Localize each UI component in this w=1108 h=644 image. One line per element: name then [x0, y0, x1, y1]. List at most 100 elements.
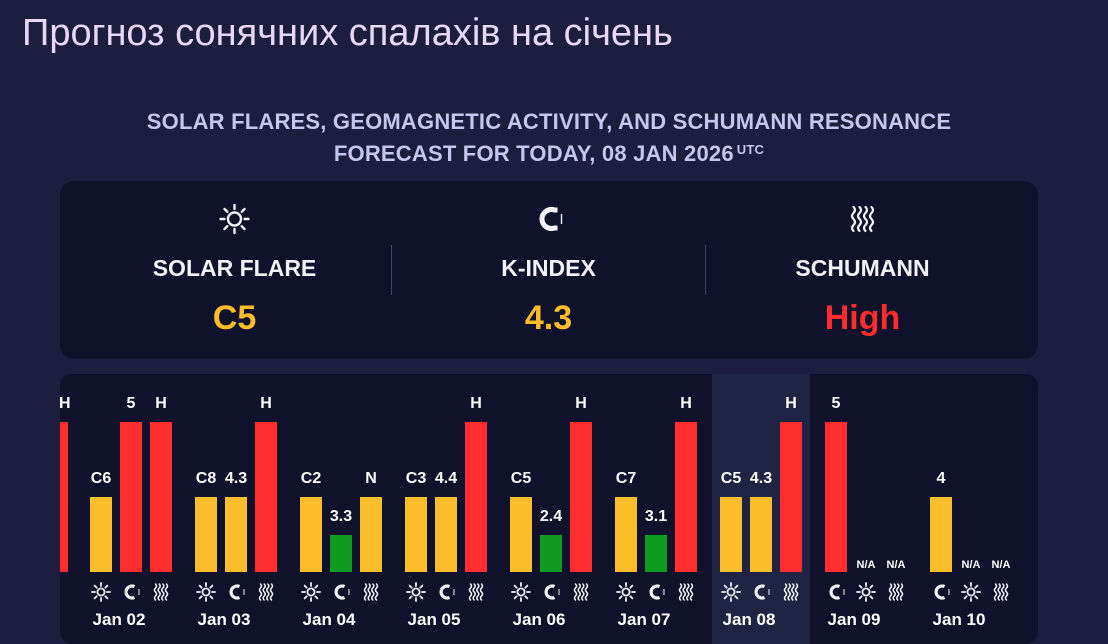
bar-flare — [300, 497, 322, 572]
bar-label-kindex: 2.4 — [540, 508, 562, 525]
summary-schumann: SCHUMANN High — [706, 181, 1019, 359]
summary-solar-flare: SOLAR FLARE C5 — [78, 181, 391, 359]
bar-label-flare: C5 — [721, 470, 742, 487]
summary-schumann-label: SCHUMANN — [795, 255, 930, 281]
summary-divider — [391, 245, 392, 295]
bar-label-schumann: H — [260, 395, 272, 412]
summary-kindex-label: K-INDEX — [501, 255, 596, 281]
date-label: Jan 02 — [93, 610, 146, 629]
bar-schumann — [360, 497, 382, 572]
bar-schumann — [675, 422, 697, 572]
waves-icon — [258, 583, 274, 601]
bar-label-flare: C3 — [406, 470, 427, 487]
waves-icon — [153, 583, 169, 601]
sun-icon — [219, 203, 250, 235]
forecast-subtitle: SOLAR FLARES, GEOMAGNETIC ACTIVITY, AND … — [0, 106, 1098, 170]
bar-label-prev: H — [60, 395, 71, 412]
waves-icon — [573, 583, 589, 601]
bar-label-flare: C6 — [91, 470, 112, 487]
magnet-icon — [754, 584, 770, 600]
magnet-icon — [649, 584, 665, 600]
bar-label-flare: 4 — [937, 470, 946, 487]
waves-icon — [363, 583, 379, 601]
waves-icon — [468, 583, 484, 601]
waves-icon — [678, 583, 694, 601]
sun-icon — [406, 582, 426, 602]
bar-label-flare: 5 — [832, 395, 841, 412]
bar-label-schumann: N — [365, 470, 377, 487]
subtitle-line-1: SOLAR FLARES, GEOMAGNETIC ACTIVITY, AND … — [146, 109, 952, 134]
bar-label-kindex: 4.3 — [750, 470, 772, 487]
date-label: Jan 09 — [828, 610, 881, 629]
bar-label-schumann: H — [785, 395, 797, 412]
date-label: Jan 07 — [618, 610, 671, 629]
page-title: Прогноз сонячних спалахів на січень — [22, 12, 673, 54]
magnet-icon — [124, 584, 140, 600]
magnet-icon — [934, 584, 950, 600]
magnet-icon — [334, 584, 350, 600]
bar-label-flare: C8 — [196, 470, 217, 487]
bar-kindex — [120, 422, 142, 572]
sun-icon — [196, 582, 216, 602]
bar-schumann — [780, 422, 802, 572]
bar-kindex — [330, 535, 352, 572]
bar-label-schumann: H — [680, 395, 692, 412]
date-label: Jan 04 — [303, 610, 356, 629]
magnet-icon — [539, 207, 563, 231]
magnet-icon — [229, 584, 245, 600]
bar-label-kindex: 4.4 — [435, 470, 457, 487]
bar-flare — [195, 497, 217, 572]
bar-kindex — [645, 535, 667, 572]
bar-flare — [90, 497, 112, 572]
bar-label-na: N/A — [992, 559, 1011, 571]
summary-flare-value: C5 — [212, 299, 257, 337]
timezone-label: UTC — [736, 142, 765, 157]
waves-icon — [888, 583, 904, 601]
summary-schumann-value: High — [824, 299, 901, 337]
magnet-icon — [829, 584, 845, 600]
forecast-chart-panel: H C6 5 H Jan 02 C8 4.3 H Jan 03 C2 3.3 N Jan 04 C3 4.4… — [60, 374, 1038, 644]
bar-schumann-prev — [60, 422, 68, 572]
bar-kindex — [540, 535, 562, 572]
bar-label-kindex: 3.1 — [645, 508, 667, 525]
bar-label-na: N/A — [962, 559, 981, 571]
bar-label-kindex: 5 — [127, 395, 136, 412]
bar-label-schumann: H — [470, 395, 482, 412]
bar-label-kindex: 3.3 — [330, 508, 352, 525]
bar-label-flare: C5 — [511, 470, 532, 487]
sun-icon — [91, 582, 111, 602]
magnet-icon — [544, 584, 560, 600]
date-label: Jan 03 — [198, 610, 251, 629]
magnet-icon — [439, 584, 455, 600]
waves-icon — [783, 583, 799, 601]
date-label: Jan 10 — [933, 610, 986, 629]
subtitle-date: FORECAST FOR TODAY, 08 JAN 2026 — [333, 141, 734, 166]
bar-kindex — [750, 497, 772, 572]
bar-flare — [930, 497, 952, 572]
bar-label-na: N/A — [887, 559, 906, 571]
bar-label-flare: C2 — [301, 470, 322, 487]
bar-schumann — [255, 422, 277, 572]
bar-flare — [405, 497, 427, 572]
date-label: Jan 06 — [513, 610, 566, 629]
bar-flare — [825, 422, 847, 572]
summary-kindex-value: 4.3 — [524, 299, 573, 337]
waves-icon — [850, 205, 875, 233]
bar-label-schumann: H — [575, 395, 587, 412]
sun-icon — [856, 582, 876, 602]
forecast-chart: H C6 5 H Jan 02 C8 4.3 H Jan 03 C2 3.3 N Jan 04 C3 4.4… — [60, 374, 1011, 644]
sun-icon — [511, 582, 531, 602]
bar-flare — [615, 497, 637, 572]
today-summary-panel: SOLAR FLARE C5 K-INDEX 4.3 SCHUMANN High — [60, 181, 1038, 359]
bar-label-schumann: H — [155, 395, 167, 412]
summary-k-index: K-INDEX 4.3 — [392, 181, 705, 359]
bar-schumann — [570, 422, 592, 572]
bar-flare — [510, 497, 532, 572]
bar-label-kindex: 4.3 — [225, 470, 247, 487]
bar-flare — [720, 497, 742, 572]
bar-label-flare: C7 — [616, 470, 637, 487]
date-label: Jan 08 — [723, 610, 776, 629]
bar-kindex — [225, 497, 247, 572]
sun-icon — [616, 582, 636, 602]
subtitle-line-2: FORECAST FOR TODAY, 08 JAN 2026 UTC — [0, 138, 1098, 170]
